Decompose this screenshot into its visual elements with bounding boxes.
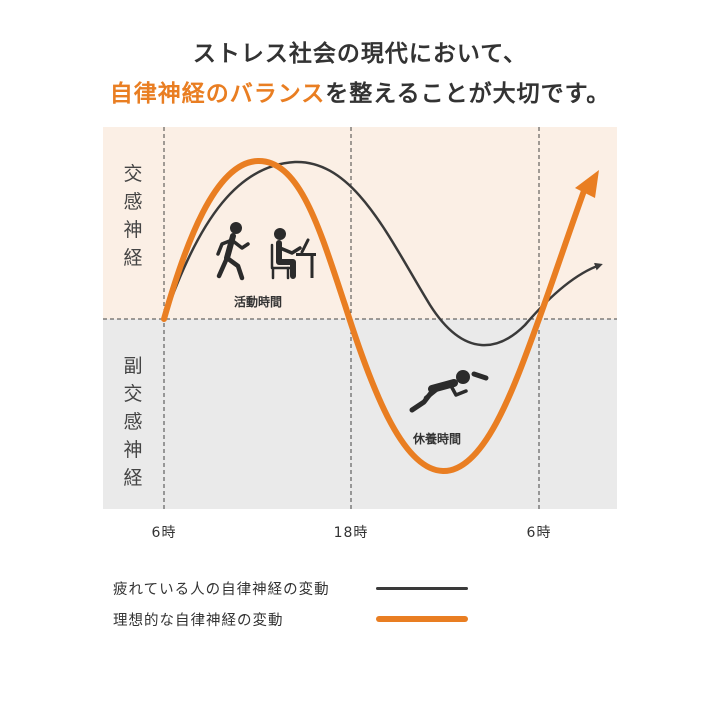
legend-ideal-line — [376, 616, 468, 622]
legend-tired-label: 疲れている人の自律神経の変動 — [113, 582, 330, 598]
ideal-curve — [161, 157, 588, 475]
time-label-6h-end: 6時 — [526, 525, 552, 541]
lying-person-icon — [409, 370, 489, 413]
symp-label-char-0: 交 — [123, 163, 143, 185]
activity-period-label: 活動時間 — [234, 295, 283, 309]
parasympathetic-label: 副交感神経 — [113, 352, 153, 492]
symp-label-char-2: 神 — [123, 219, 143, 241]
heading-accent-text: 自律神経のバランス — [109, 81, 326, 107]
para-label-char-4: 経 — [123, 467, 143, 489]
heading-line-1: ストレス社会の現代において、 — [192, 41, 528, 67]
desk-worker-icon — [270, 228, 316, 280]
symp-label-char-3: 経 — [123, 247, 143, 269]
legend-ideal-label: 理想的な自律神経の変動 — [113, 613, 284, 629]
legend-tired-line — [376, 587, 468, 590]
para-label-char-2: 感 — [123, 411, 143, 433]
symp-label-char-1: 感 — [123, 191, 143, 213]
sympathetic-zone — [103, 127, 617, 319]
para-label-char-1: 交 — [123, 383, 143, 405]
time-label-18h: 18時 — [333, 525, 369, 541]
rest-period-label: 休養時間 — [413, 432, 462, 446]
para-label-char-0: 副 — [123, 355, 143, 377]
para-label-char-3: 神 — [123, 439, 143, 461]
sympathetic-label: 交感神経 — [113, 160, 153, 272]
ideal-arrowhead — [575, 170, 599, 198]
heading-rest-text: を整えることが大切です。 — [325, 81, 611, 107]
heading-line-2: 自律神経のバランスを整えることが大切です。 — [0, 74, 720, 108]
running-person-icon — [216, 222, 250, 281]
tired-person-curve — [162, 160, 603, 347]
time-label-6h-start: 6時 — [151, 525, 177, 541]
